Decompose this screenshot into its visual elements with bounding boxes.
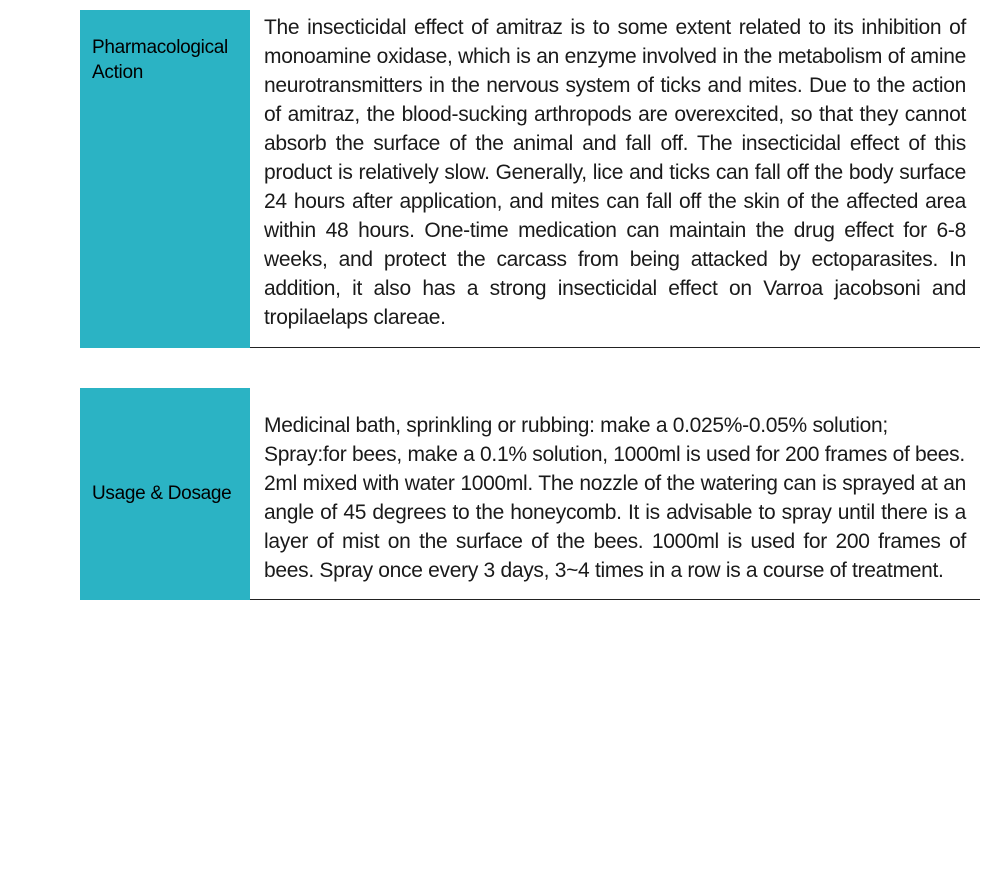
usage-line-1: Medicinal bath, sprinkling or rubbing: m…: [264, 412, 966, 441]
usage-line-2: Spray:for bees, make a 0.1% solution, 10…: [264, 441, 966, 470]
usage-line-3: 2ml mixed with water 1000ml. The nozzle …: [264, 470, 966, 586]
label-pharmacological-text: Pharmacological Action: [92, 36, 238, 85]
usage-top-spacer: [264, 392, 966, 412]
label-pharmacological: Pharmacological Action: [80, 10, 250, 348]
section-usage: Usage & Dosage Medicinal bath, sprinklin…: [80, 388, 980, 601]
pharma-body: The insecticidal effect of amitraz is to…: [264, 14, 966, 333]
section-pharmacological: Pharmacological Action The insecticidal …: [80, 10, 980, 348]
content-pharmacological: The insecticidal effect of amitraz is to…: [250, 10, 980, 348]
label-usage: Usage & Dosage: [80, 388, 250, 601]
label-usage-text: Usage & Dosage: [92, 482, 231, 507]
content-usage: Medicinal bath, sprinkling or rubbing: m…: [250, 388, 980, 601]
